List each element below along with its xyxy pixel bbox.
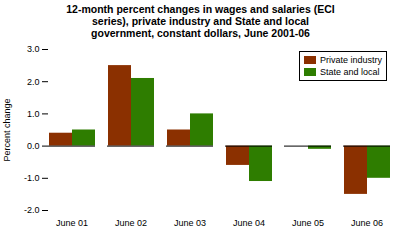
svg-text:June 02: June 02: [115, 218, 147, 228]
svg-text:-1.0: -1.0: [24, 173, 40, 183]
html-text:Private industry: Private industry: [320, 55, 382, 65]
svg-text:June 03: June 03: [174, 218, 206, 228]
svg-text:-2.0: -2.0: [24, 205, 40, 215]
svg-text:June 01: June 01: [56, 218, 88, 228]
svg-text:2.0: 2.0: [27, 77, 40, 87]
html-text:12-month percent changes in wa: 12-month percent changes in wages and sa…: [66, 3, 335, 39]
svg-text:June 04: June 04: [233, 218, 265, 228]
svg-text:0.0: 0.0: [27, 141, 40, 151]
svg-text:3.0: 3.0: [27, 44, 40, 54]
html-text:State and local: State and local: [320, 67, 380, 77]
svg-text:June 05: June 05: [292, 218, 324, 228]
svg-text:Percent change: Percent change: [2, 98, 12, 161]
svg-text:1.0: 1.0: [27, 109, 40, 119]
svg-text:June 06: June 06: [351, 218, 383, 228]
